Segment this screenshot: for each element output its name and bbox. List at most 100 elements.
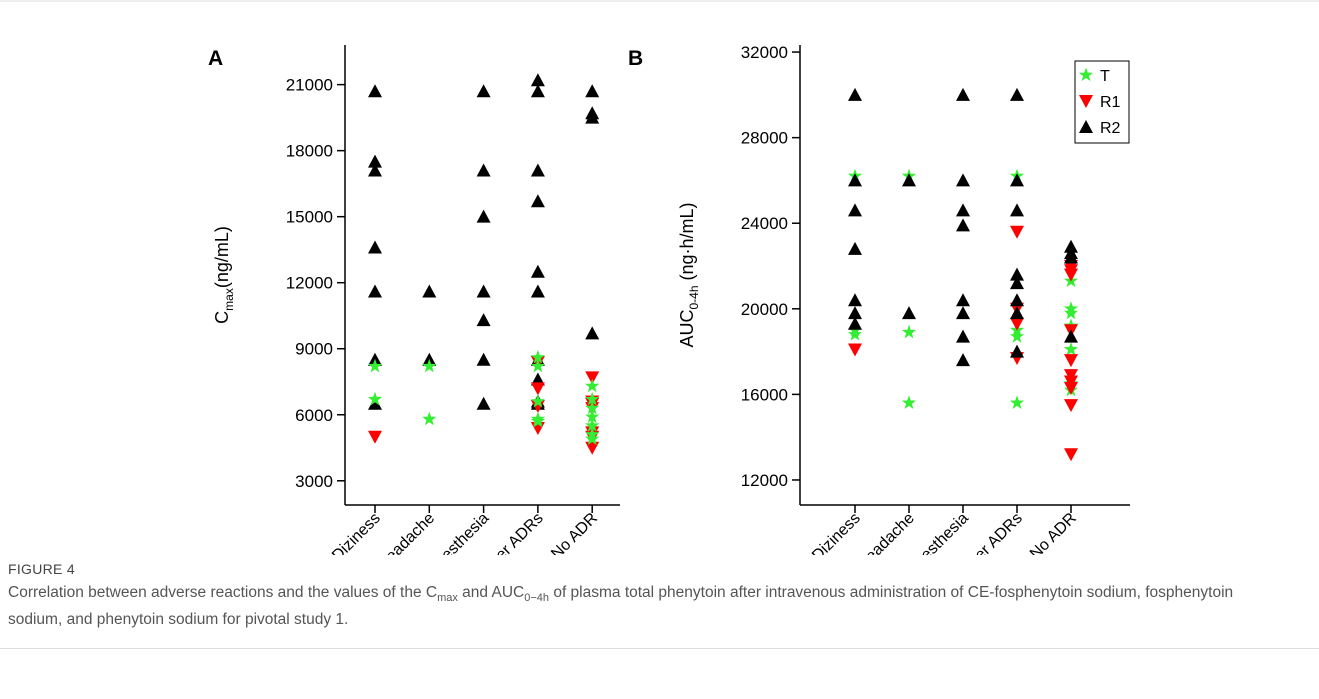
data-point <box>422 284 437 298</box>
data-point <box>1063 342 1079 356</box>
caption-text: and AUC <box>457 584 525 601</box>
data-point <box>476 313 491 327</box>
data-point <box>1010 317 1024 331</box>
data-point <box>422 358 437 373</box>
legend-label: R2 <box>1100 120 1121 137</box>
data-point <box>1064 354 1078 368</box>
data-point <box>956 173 970 187</box>
data-point <box>422 411 437 426</box>
data-point <box>848 241 862 255</box>
data-point <box>585 371 600 385</box>
data-point <box>367 358 383 373</box>
legend-marker <box>1079 95 1093 108</box>
data-point <box>956 218 970 232</box>
y-tick-label: 3000 <box>295 472 333 491</box>
data-point <box>476 209 491 223</box>
data-point <box>476 84 491 98</box>
data-point <box>848 306 862 320</box>
data-point <box>530 194 545 208</box>
data-point <box>585 431 600 445</box>
label-text: AUC <box>677 310 697 348</box>
y-tick-label: 28000 <box>741 129 788 148</box>
data-point <box>1064 448 1078 462</box>
y-tick-label: 15000 <box>286 208 333 227</box>
data-point <box>585 110 600 124</box>
data-point <box>1064 381 1078 395</box>
legend-label: R1 <box>1100 94 1121 111</box>
data-point <box>956 353 970 367</box>
y-tick-label: 16000 <box>741 385 788 404</box>
data-point <box>1064 399 1078 413</box>
caption-text: Correlation between adverse reactions an… <box>8 584 438 601</box>
data-point <box>1010 173 1024 187</box>
data-point <box>956 306 970 320</box>
data-point <box>530 399 545 413</box>
data-point <box>476 396 491 410</box>
data-point <box>368 154 382 168</box>
data-point <box>585 326 600 340</box>
subscript: max <box>222 288 236 311</box>
data-point <box>1010 267 1024 281</box>
data-point <box>585 418 600 432</box>
data-point <box>902 173 916 187</box>
caption-text: of plasma total phenytoin after intraven… <box>8 584 1234 629</box>
x-tick-label: Diziness <box>329 510 384 555</box>
y-tick-label: 12000 <box>741 471 788 490</box>
data-point <box>476 352 491 366</box>
y-tick-label: 9000 <box>295 340 333 359</box>
y-tick-label: 18000 <box>286 142 333 161</box>
data-point <box>1010 87 1024 101</box>
data-point <box>530 350 545 364</box>
y-tick-label: 21000 <box>286 76 333 95</box>
subscript: max <box>437 592 458 605</box>
data-point <box>476 284 491 298</box>
data-point <box>1064 329 1078 343</box>
data-point <box>1010 293 1024 307</box>
data-point <box>848 173 862 187</box>
y-tick-label: 6000 <box>295 406 333 425</box>
data-point <box>368 163 382 177</box>
data-point <box>1010 203 1024 217</box>
data-point <box>530 394 545 408</box>
data-point <box>585 391 600 406</box>
y-tick-label: 12000 <box>286 274 333 293</box>
label-text: (ng/mL) <box>212 226 232 288</box>
data-point <box>1009 395 1025 409</box>
x-tick-label: Diziness <box>809 510 864 555</box>
data-point <box>1010 276 1024 290</box>
data-point <box>530 413 545 428</box>
panel-label: B <box>628 47 643 70</box>
subscript: 0−4h <box>524 592 550 605</box>
label-text: C <box>212 311 232 324</box>
data-point <box>901 395 917 409</box>
data-point <box>956 203 970 217</box>
y-tick-label: 32000 <box>741 43 788 62</box>
data-point <box>368 430 382 444</box>
data-point <box>530 358 545 373</box>
data-point <box>585 84 600 98</box>
data-point <box>585 378 600 393</box>
x-tick-label: Headache <box>375 510 439 555</box>
data-point <box>848 203 862 217</box>
data-point <box>848 343 862 357</box>
data-point <box>367 391 383 406</box>
data-point <box>1010 344 1024 358</box>
data-point <box>902 306 916 320</box>
data-point <box>368 396 382 410</box>
legend-marker <box>1079 120 1093 133</box>
data-point <box>1010 225 1024 239</box>
data-point <box>848 293 862 307</box>
x-tick-label: Headache <box>854 510 918 555</box>
data-point <box>585 441 600 455</box>
figure-caption: Correlation between adverse reactions an… <box>8 582 1248 631</box>
data-point <box>530 382 545 396</box>
x-tick-label: No ADR <box>548 510 601 555</box>
data-point <box>530 264 545 278</box>
y-axis-label: Cmax(ng/mL) <box>212 226 236 324</box>
data-point <box>585 400 600 415</box>
data-point <box>530 73 545 87</box>
data-point <box>848 87 862 101</box>
data-point <box>1064 268 1078 282</box>
data-point <box>1063 305 1079 320</box>
